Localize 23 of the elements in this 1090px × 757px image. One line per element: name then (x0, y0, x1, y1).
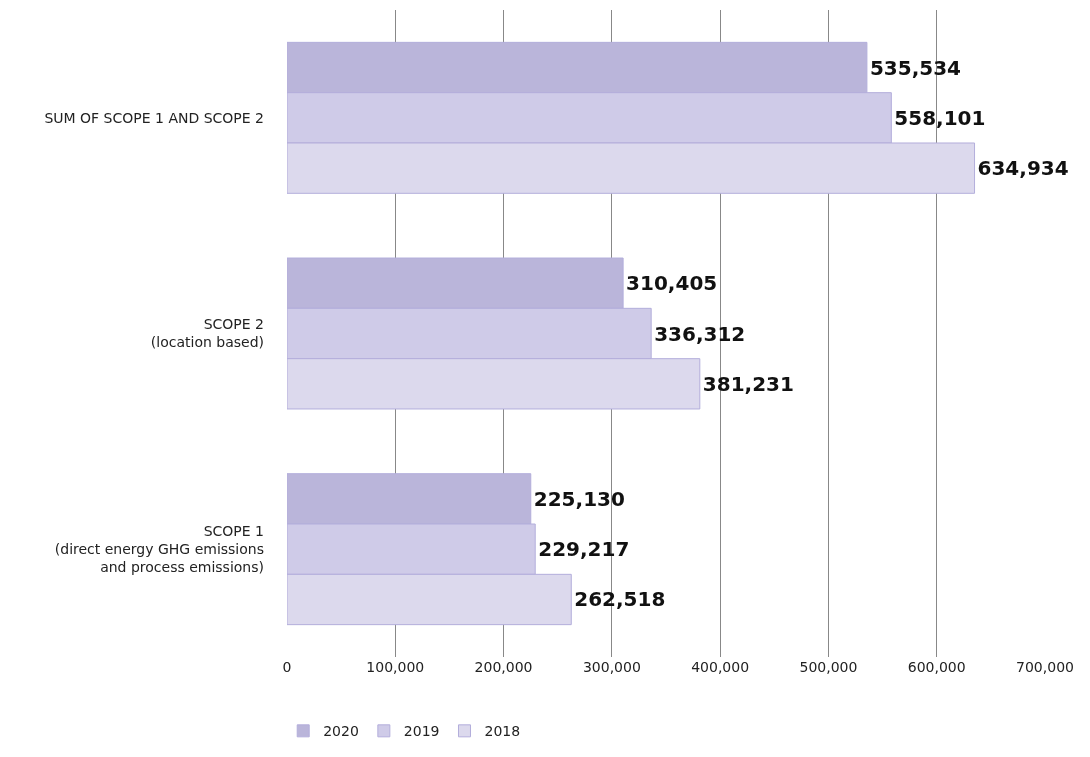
x-tick-label: 600,000 (907, 659, 966, 675)
data-label: 225,130 (533, 486, 625, 511)
y-tick-label: SCOPE 1 (direct energy GHG emissions and process emissions) (54, 522, 264, 576)
x-tick-label: 100,000 (366, 659, 425, 675)
data-label: 229,217 (538, 537, 630, 562)
data-label: 558,101 (894, 105, 986, 130)
data-label: 381,231 (702, 371, 794, 396)
x-tick-label: 0 (282, 659, 292, 675)
data-label: 535,534 (869, 55, 961, 80)
x-tick-label: 400,000 (691, 659, 750, 675)
x-tick-label: 500,000 (799, 659, 858, 675)
x-tick-label: 300,000 (582, 659, 641, 675)
legend-label: 2020 (323, 723, 359, 740)
legend-label: 2019 (403, 723, 440, 740)
x-tick-label: 700,000 (1016, 659, 1074, 675)
y-tick-label: SCOPE 2 (location based) (150, 316, 264, 351)
y-tick-label: SUM OF SCOPE 1 AND SCOPE 2 (44, 109, 264, 126)
x-tick-label: 200,000 (474, 659, 533, 675)
data-label: 336,312 (654, 321, 746, 346)
data-label: 634,934 (977, 156, 1069, 181)
data-label: 262,518 (574, 587, 666, 612)
data-label: 310,405 (626, 271, 718, 296)
legend-label: 2018 (484, 723, 521, 740)
